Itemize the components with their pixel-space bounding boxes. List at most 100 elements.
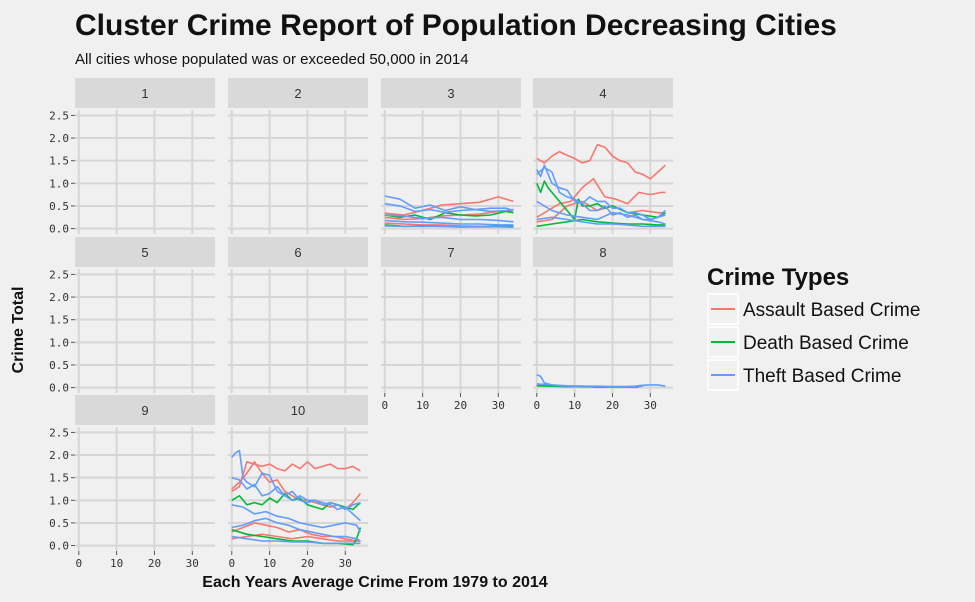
x-axis-title: Each Years Average Crime From 1979 to 20… [202,574,547,591]
facet-strip [75,78,215,108]
panel-background [533,110,673,234]
series-line [384,202,514,214]
legend-item: Assault Based Crime [707,293,920,325]
x-tick-label: 0 [533,399,540,412]
panel-background [228,110,368,234]
facet-strip-label: 4 [599,86,606,101]
facet-strip-label: 9 [141,403,148,418]
series-line [536,178,666,218]
facet-strip-label: 6 [294,245,301,260]
y-axis-title: Crime Total [10,287,27,374]
legend-item: Theft Based Crime [707,359,901,391]
series-line [384,195,514,212]
x-tick-label: 20 [606,399,619,412]
y-tick-label: 2.5 [49,109,69,122]
facet-panel: 4 [533,78,673,234]
panel-background [228,427,368,551]
facet-strip [533,78,673,108]
panel-background [228,269,368,393]
series-line [384,219,514,226]
y-tick-label: 1.0 [49,177,69,190]
facet-strip [228,395,368,425]
series-line [231,535,361,545]
x-tick-label: 20 [301,557,314,570]
legend-label: Death Based Crime [743,333,909,354]
facet-strip [228,237,368,267]
facet-panels: 1 0.0 0.5 1.0 1.5 2.0 2.5 2 3 4 5 0.0 0.5 1.0 1.5 2.0 2.… [49,78,673,570]
y-tick-label: 1.0 [49,494,69,507]
y-tick-label: 0.5 [49,359,69,372]
y-tick-label: 2.5 [49,268,69,281]
x-tick-label: 20 [454,399,467,412]
series-line [536,200,666,225]
y-tick-label: 0.5 [49,517,69,530]
y-tick-label: 1.5 [49,472,69,485]
y-tick-label: 0.0 [49,223,69,236]
x-tick-label: 30 [644,399,657,412]
y-tick-label: 0.5 [49,200,69,213]
y-tick-label: 1.5 [49,155,69,168]
series-line [536,144,666,180]
facet-panel: 7 0 10 20 30 [381,237,521,412]
facet-strip-label: 8 [599,245,606,260]
facet-strip [381,78,521,108]
series-line [231,449,361,511]
x-tick-label: 0 [228,557,235,570]
x-tick-label: 0 [75,557,82,570]
x-tick-label: 30 [492,399,505,412]
panel-background [381,269,521,393]
facet-strip-label: 2 [294,86,301,101]
chart-subtitle: All cities whose populated was or exceed… [75,51,469,68]
x-tick-label: 10 [568,399,581,412]
x-tick-label: 30 [339,557,352,570]
x-tick-label: 30 [186,557,199,570]
facet-strip [75,237,215,267]
chart-title: Cluster Crime Report of Population Decre… [75,9,837,42]
panel-background [75,269,215,393]
y-tick-label: 0.0 [49,382,69,395]
facet-panel: 8 0 10 20 30 [533,237,673,412]
legend-items: Assault Based Crime Death Based Crime Thef… [707,293,920,391]
series-line [231,476,361,522]
facet-panel: 2 [228,78,368,234]
facet-strip [381,237,521,267]
series-line [231,504,362,533]
legend-label: Assault Based Crime [743,300,920,321]
y-tick-label: 2.0 [49,132,69,145]
panel-background [75,427,215,551]
facet-strip [75,395,215,425]
series-line [536,164,666,221]
facet-panel: 9 0.0 0.5 1.0 1.5 2.0 2.5 0 10 20 30 [49,395,215,570]
series-line [384,225,514,228]
facet-strip [533,237,673,267]
series-line [384,196,514,216]
facet-panel: 6 [228,237,368,393]
x-tick-label: 10 [416,399,429,412]
legend-title: Crime Types [707,264,849,291]
x-tick-label: 10 [110,557,123,570]
series-line [536,216,666,228]
x-tick-label: 10 [263,557,276,570]
y-tick-label: 1.0 [49,336,69,349]
series-line [536,383,643,388]
facet-strip-label: 1 [141,86,148,101]
facet-panel: 5 0.0 0.5 1.0 1.5 2.0 2.5 [49,237,215,395]
facet-strip [228,78,368,108]
facet-panel: 10 0 10 20 30 [228,395,368,570]
panel-background [75,110,215,234]
facet-strip-label: 10 [291,403,305,418]
facet-strip-label: 3 [447,86,454,101]
y-tick-label: 2.0 [49,449,69,462]
panel-background [533,269,673,393]
series-line [231,517,361,542]
y-tick-label: 0.0 [49,540,69,553]
facet-strip-label: 5 [141,245,148,260]
facet-panel: 3 [381,78,521,234]
y-tick-label: 2.5 [49,426,69,439]
series-line [384,214,514,223]
facet-panel: 1 0.0 0.5 1.0 1.5 2.0 2.5 [49,78,215,236]
legend: Crime Types Assault Based Crime Death Bas… [707,264,920,391]
facet-strip-label: 7 [447,245,454,260]
